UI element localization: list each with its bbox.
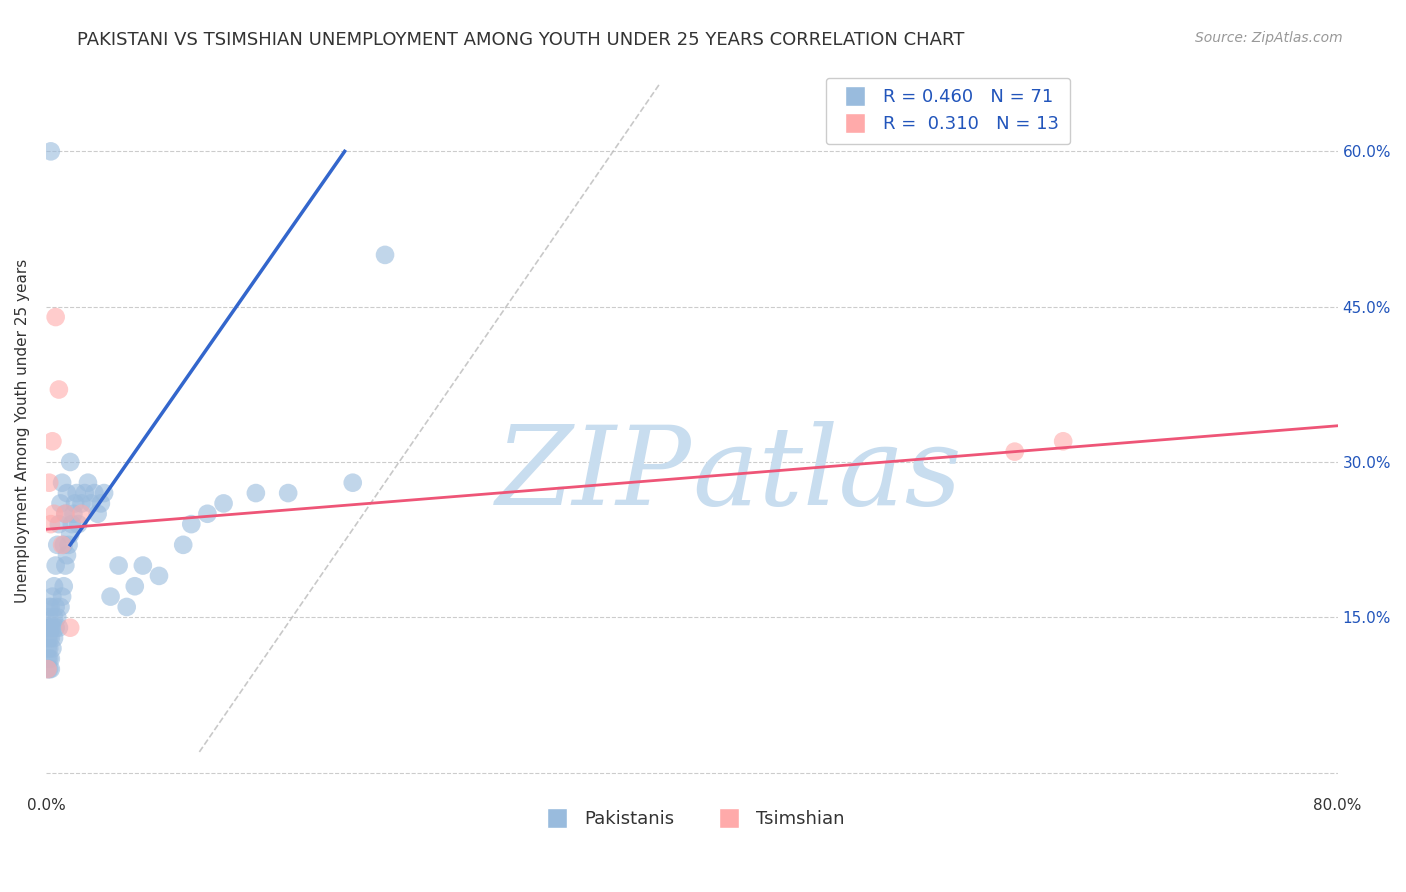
Point bbox=[52, 579, 75, 593]
Point bbox=[374, 248, 396, 262]
Point bbox=[45, 599, 67, 614]
Y-axis label: Unemployment Among Youth under 25 years: Unemployment Among Youth under 25 years bbox=[15, 259, 30, 603]
Point bbox=[148, 569, 170, 583]
Point bbox=[73, 486, 96, 500]
Point bbox=[48, 517, 70, 532]
Point bbox=[67, 517, 90, 532]
Point bbox=[42, 507, 65, 521]
Point bbox=[90, 496, 112, 510]
Point bbox=[45, 310, 67, 324]
Point bbox=[41, 434, 63, 449]
Point bbox=[37, 631, 59, 645]
Point bbox=[115, 599, 138, 614]
Point bbox=[59, 621, 82, 635]
Point bbox=[59, 455, 82, 469]
Point bbox=[39, 517, 62, 532]
Point bbox=[38, 631, 60, 645]
Point bbox=[53, 507, 76, 521]
Point bbox=[60, 517, 83, 532]
Point bbox=[41, 641, 63, 656]
Point bbox=[212, 496, 235, 510]
Point bbox=[1052, 434, 1074, 449]
Point bbox=[39, 599, 62, 614]
Point bbox=[38, 621, 60, 635]
Point bbox=[37, 621, 59, 635]
Point bbox=[58, 538, 80, 552]
Point bbox=[53, 507, 76, 521]
Point bbox=[37, 651, 59, 665]
Point bbox=[42, 579, 65, 593]
Point bbox=[38, 610, 60, 624]
Point bbox=[51, 475, 73, 490]
Point bbox=[39, 145, 62, 159]
Point bbox=[53, 558, 76, 573]
Point bbox=[1004, 444, 1026, 458]
Point bbox=[180, 517, 202, 532]
Point bbox=[59, 527, 82, 541]
Point bbox=[51, 590, 73, 604]
Point bbox=[38, 651, 60, 665]
Point bbox=[42, 610, 65, 624]
Point bbox=[45, 621, 67, 635]
Point bbox=[41, 621, 63, 635]
Point bbox=[172, 538, 194, 552]
Point bbox=[45, 558, 67, 573]
Point bbox=[37, 662, 59, 676]
Point bbox=[70, 496, 93, 510]
Point bbox=[93, 486, 115, 500]
Point bbox=[48, 621, 70, 635]
Point bbox=[100, 590, 122, 604]
Point bbox=[124, 579, 146, 593]
Point bbox=[107, 558, 129, 573]
Point bbox=[51, 538, 73, 552]
Point bbox=[38, 662, 60, 676]
Point bbox=[277, 486, 299, 500]
Point bbox=[197, 507, 219, 521]
Point bbox=[39, 651, 62, 665]
Point bbox=[42, 631, 65, 645]
Point bbox=[37, 641, 59, 656]
Point bbox=[62, 507, 84, 521]
Point bbox=[56, 486, 79, 500]
Point bbox=[49, 496, 72, 510]
Text: PAKISTANI VS TSIMSHIAN UNEMPLOYMENT AMONG YOUTH UNDER 25 YEARS CORRELATION CHART: PAKISTANI VS TSIMSHIAN UNEMPLOYMENT AMON… bbox=[77, 31, 965, 49]
Point bbox=[39, 662, 62, 676]
Point bbox=[86, 507, 108, 521]
Point bbox=[132, 558, 155, 573]
Point bbox=[63, 496, 86, 510]
Point bbox=[39, 631, 62, 645]
Point bbox=[46, 610, 69, 624]
Point bbox=[66, 486, 89, 500]
Point bbox=[48, 383, 70, 397]
Point bbox=[342, 475, 364, 490]
Point bbox=[83, 486, 105, 500]
Text: Source: ZipAtlas.com: Source: ZipAtlas.com bbox=[1195, 31, 1343, 45]
Point bbox=[245, 486, 267, 500]
Text: ZIP: ZIP bbox=[496, 421, 692, 528]
Point bbox=[41, 590, 63, 604]
Point bbox=[80, 496, 103, 510]
Point bbox=[70, 507, 93, 521]
Point bbox=[52, 538, 75, 552]
Text: atlas: atlas bbox=[692, 421, 962, 528]
Point bbox=[77, 475, 100, 490]
Point bbox=[46, 538, 69, 552]
Point bbox=[38, 599, 60, 614]
Legend: Pakistanis, Tsimshian: Pakistanis, Tsimshian bbox=[531, 803, 852, 835]
Point bbox=[56, 548, 79, 562]
Point bbox=[38, 475, 60, 490]
Point bbox=[37, 662, 59, 676]
Point bbox=[49, 599, 72, 614]
Point bbox=[39, 621, 62, 635]
Point bbox=[38, 641, 60, 656]
